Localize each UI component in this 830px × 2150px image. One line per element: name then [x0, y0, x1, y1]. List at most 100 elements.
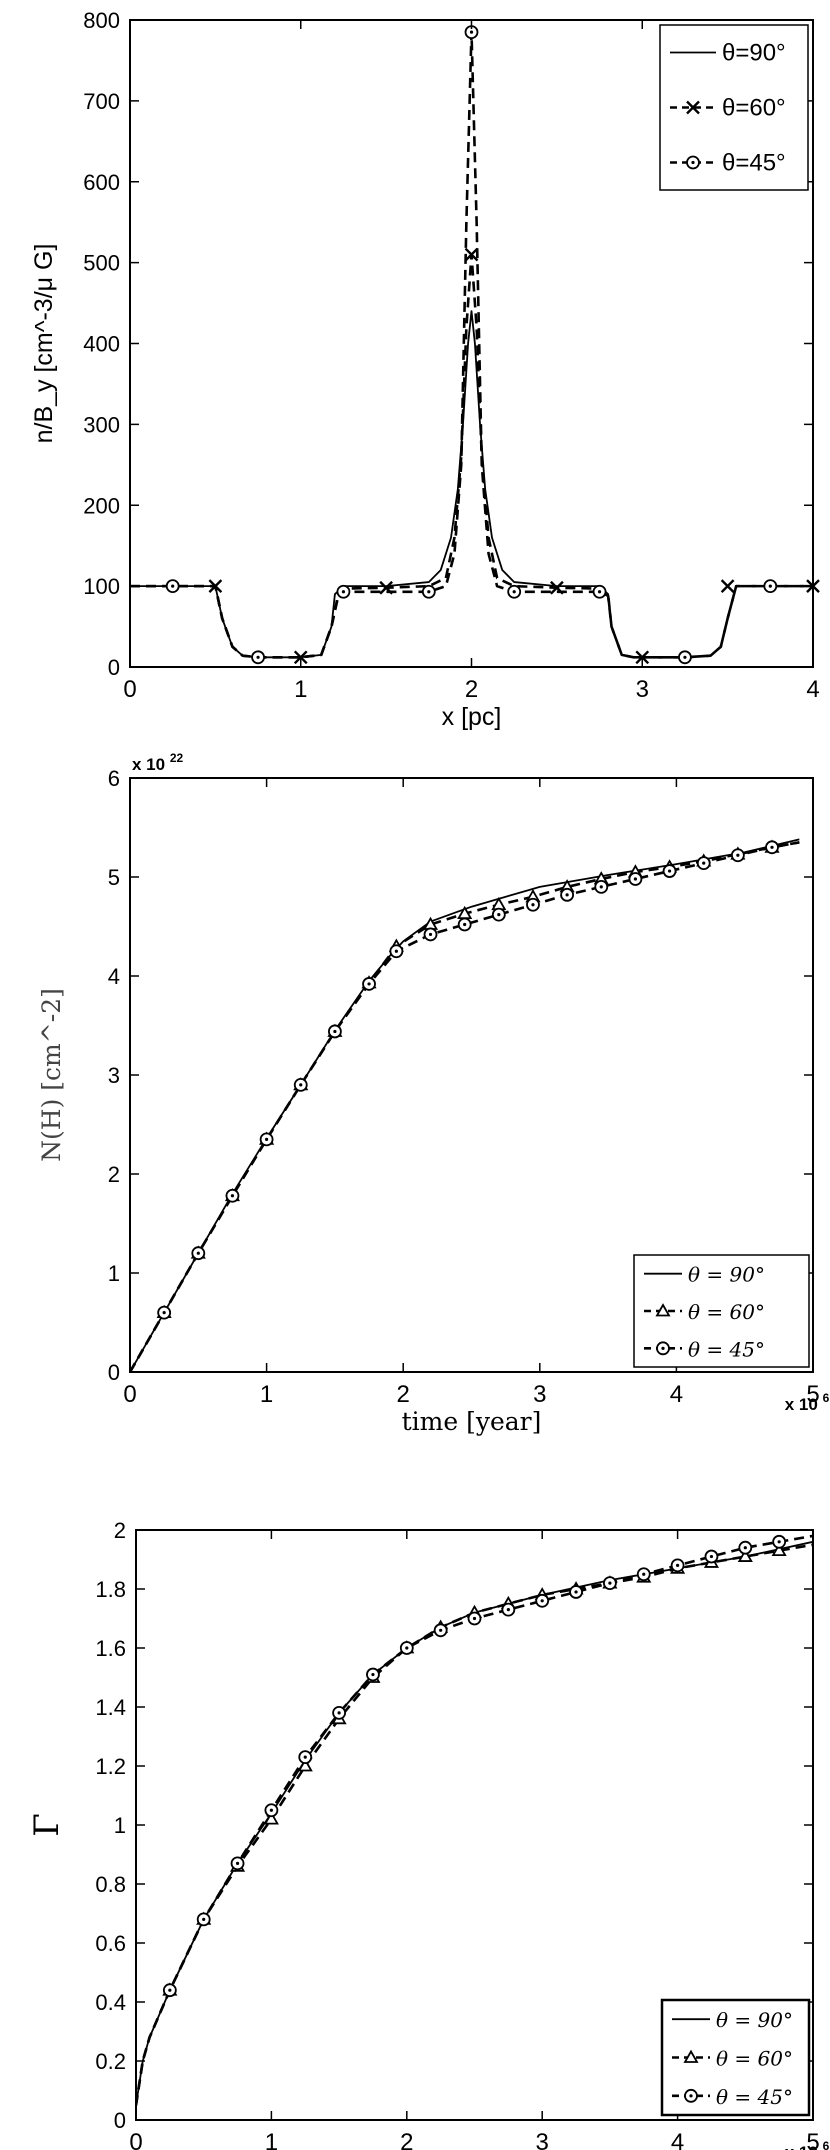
series-3-marker-center [497, 913, 501, 917]
y-tick-label: 1.6 [95, 1636, 126, 1661]
y-axis-label: N(H) [cm^-2] [37, 988, 66, 1162]
series-3-marker-center [256, 655, 260, 659]
legend: θ=90° θ=60° θ=45° [659, 24, 809, 191]
x-tick-label: 1 [294, 676, 307, 703]
y-tick-label: 0.2 [95, 2049, 126, 2074]
series-3-marker-center [574, 1590, 578, 1594]
series-3-marker-center [633, 877, 638, 881]
y-tick-label: 400 [83, 332, 120, 357]
y-tick-label: 1.2 [95, 1754, 126, 1779]
x-tick-label: 5 [806, 1381, 819, 1408]
series-3-marker-center [770, 845, 774, 849]
series-3-marker-center [642, 1572, 646, 1576]
x-tick-label: 1 [265, 2129, 278, 2150]
series-3-marker-center [299, 1083, 303, 1087]
x-tick-label: 2 [465, 676, 478, 703]
series-3-marker-center [768, 584, 772, 588]
x-tick-label: 0 [123, 1381, 136, 1408]
y-tick-label: 3 [108, 1063, 120, 1088]
series-3-marker-center [506, 1608, 510, 1612]
series-2-marker [263, 1811, 279, 1825]
y-tick-label: 0 [108, 655, 120, 680]
y-tick-label: 800 [83, 8, 120, 33]
series-2-marker [635, 650, 650, 665]
y-tick-label: 6 [108, 766, 120, 791]
y-tick-label: 0.4 [95, 1990, 126, 2015]
legend-label-3: θ=45° [722, 150, 786, 177]
legend: θ = 90° θ = 60° θ = 45° [660, 1998, 811, 2117]
legend-label-2: θ=60° [722, 95, 786, 122]
series-3-marker-center [162, 1311, 166, 1315]
y-tick-label: 2 [114, 1518, 126, 1543]
series-3-marker-center [777, 1540, 781, 1544]
series-3-marker-center [341, 590, 346, 594]
series-2-marker [720, 579, 735, 593]
y-tick-label: 1.4 [95, 1695, 126, 1720]
series-2-marker [208, 579, 223, 593]
series-3-marker-center [333, 1029, 337, 1034]
series-line-3 [130, 841, 800, 1372]
chart-panel-1: 0 1 2 3 4 0 100 200 300 400 500 600 700 800 x [pc] n/B_… [30, 8, 820, 731]
legend-label-1: θ=90° [722, 40, 786, 67]
series-3-marker-center [512, 590, 516, 594]
x-tick-label: 1 [260, 1381, 273, 1408]
series-2-marker [293, 650, 308, 665]
series-2-marker [771, 1542, 787, 1557]
y-tick-label: 0.6 [95, 1931, 126, 1956]
series-3-marker-center [702, 861, 706, 865]
series-3-marker-center [371, 1672, 375, 1677]
x-tick-label: 5 [806, 2129, 819, 2150]
series-3-marker-center [439, 1628, 443, 1632]
series-2-marker [379, 580, 393, 595]
y-tick-label: 600 [83, 170, 120, 195]
y-tick-label: 200 [83, 493, 120, 518]
series-3-marker-center [394, 949, 398, 953]
series-3-marker-center [303, 1755, 307, 1759]
legend-label-2: θ = 60° [716, 2047, 793, 2071]
y-tick-label: 0 [108, 1360, 120, 1385]
legend-label-3: θ = 45° [716, 2085, 793, 2109]
y-tick-label: 2 [108, 1162, 120, 1187]
series-2-marker [737, 1548, 753, 1562]
x-tick-label: 0 [123, 676, 136, 703]
series-3-marker-center [405, 1646, 409, 1650]
legend-marker-2 [683, 2049, 699, 2063]
legend-marker-2 [686, 100, 700, 115]
legend-marker-2 [655, 1303, 671, 1317]
series-3-marker-center [265, 1137, 269, 1141]
series-3-marker-center [743, 1546, 747, 1550]
series-3-marker-center [599, 885, 603, 889]
series-3-marker-center [540, 1599, 544, 1603]
x-tick-label: 3 [533, 1381, 546, 1408]
legend-label-3: θ = 45° [688, 1337, 765, 1361]
y-tick-label: 500 [83, 251, 120, 276]
series-3-marker-center [367, 982, 371, 986]
series-3-marker-center [427, 590, 431, 594]
x-tick-label: 3 [636, 676, 649, 703]
series-3-marker-center [709, 1554, 714, 1559]
legend-marker-3-center [689, 2094, 693, 2098]
x-tick-label: 4 [670, 1381, 683, 1408]
series-3-marker-center [235, 1861, 240, 1865]
series-3-marker-center [171, 584, 175, 588]
y-tick-label: 100 [83, 574, 120, 599]
series-3-marker-center [683, 655, 687, 659]
series-3-marker-center [469, 30, 474, 34]
series-2-marker [550, 580, 564, 595]
series-3-marker-center [196, 1251, 200, 1255]
legend-marker-3-center [691, 160, 695, 165]
y-tick-label: 4 [108, 964, 120, 989]
legend: θ = 90° θ = 60° θ = 45° [633, 1254, 810, 1368]
x-axis-multiplier: x 10 6 [785, 2139, 830, 2150]
y-tick-label: 5 [108, 865, 120, 890]
series-line-1 [130, 310, 813, 659]
series-3-marker-center [230, 1194, 235, 1198]
legend-label-2: θ = 60° [688, 1300, 765, 1324]
x-tick-label: 2 [400, 2129, 413, 2150]
y-tick-label: 1 [108, 1261, 120, 1286]
x-tick-label: 4 [806, 676, 819, 703]
series-3-marker-center [597, 590, 602, 594]
series-3-marker-center [667, 869, 672, 873]
